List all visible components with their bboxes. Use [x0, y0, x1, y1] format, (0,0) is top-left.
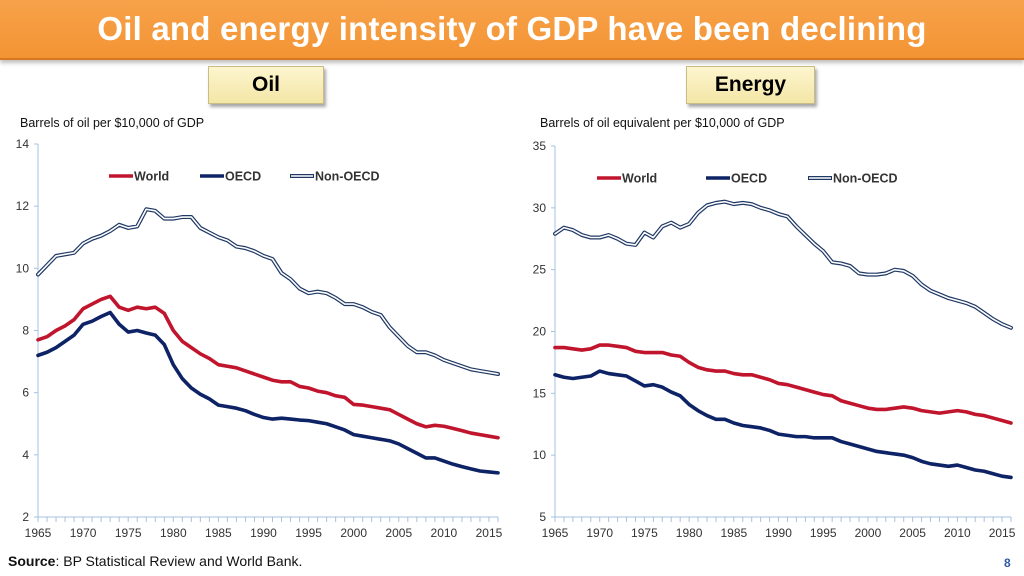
oil-x-tick-label: 2005: [385, 526, 412, 540]
energy-x-tick-label: 2000: [855, 526, 882, 540]
energy-x-tick-label: 1985: [720, 526, 747, 540]
oil-intensity-chart: 2 4 6 8 10 12 14 1965 1970 1975 1980 1985 1990 1995 20…: [16, 137, 503, 540]
oil-x-tick-label: 1990: [250, 526, 277, 540]
energy-series-non-oecd-inner: [554, 200, 1012, 329]
oil-legend-label-oecd: OECD: [225, 170, 261, 184]
energy-x-tick-label: 1980: [676, 526, 703, 540]
energy-y-tick-label: 20: [533, 325, 547, 339]
oil-x-tick-label: 1985: [205, 526, 232, 540]
energy-x-tick-label: 2005: [899, 526, 926, 540]
source-note: Source: BP Statistical Review and World …: [8, 553, 302, 569]
oil-x-tick-label: 1975: [115, 526, 142, 540]
oil-x-tick-label: 2010: [431, 526, 458, 540]
source-label: Source: [8, 553, 56, 569]
source-text: : BP Statistical Review and World Bank.: [55, 553, 303, 569]
oil-series-world-line: [36, 294, 500, 440]
oil-tag: Oil: [208, 66, 324, 104]
oil-x-tick-label: 1970: [70, 526, 97, 540]
energy-legend-label-world: World: [622, 172, 657, 186]
oil-series-non-oecd-line: [36, 207, 500, 377]
energy-series-non-oecd-line: [553, 199, 1013, 330]
energy-y-tick-label: 25: [533, 263, 547, 277]
oil-y-tick-label: 10: [16, 261, 30, 275]
oil-x-tick-label: 1965: [25, 526, 52, 540]
slide-title: Oil and energy intensity of GDP have bee…: [97, 10, 927, 47]
oil-x-tick-label: 1995: [295, 526, 322, 540]
oil-x-tick-label: 1980: [160, 526, 187, 540]
energy-x-tick-label: 1970: [586, 526, 613, 540]
oil-x-tick-label: 2000: [340, 526, 367, 540]
energy-x-tick-label: 2015: [989, 526, 1016, 540]
oil-tag-label: Oil: [251, 73, 280, 96]
energy-tag-label: Energy: [714, 73, 787, 96]
energy-x-tick-label: 1995: [810, 526, 837, 540]
oil-legend-label-non-oecd: Non-OECD: [315, 170, 380, 184]
energy-legend-label-oecd: OECD: [731, 172, 767, 186]
oil-chart-ylabel: Barrels of oil per $10,000 of GDP: [20, 116, 205, 130]
energy-chart-ylabel: Barrels of oil equivalent per $10,000 of…: [540, 116, 785, 130]
oil-y-tick-label: 12: [16, 199, 30, 213]
page-number: 8: [1004, 556, 1011, 570]
energy-intensity-chart: 5 10 15 20 25 30 35 1965 1970 1975 1980 1985 1990 199…: [533, 139, 1016, 540]
oil-y-tick-label: 6: [22, 386, 29, 400]
oil-y-tick-label: 14: [16, 137, 30, 151]
oil-legend-label-world: World: [134, 170, 169, 184]
energy-y-tick-label: 35: [533, 139, 547, 153]
energy-x-tick-label: 1965: [542, 526, 569, 540]
energy-series-oecd-line: [553, 369, 1013, 480]
oil-y-tick-label: 2: [22, 510, 29, 524]
oil-x-tick-label: 2015: [476, 526, 503, 540]
oil-series-non-oecd-inner: [37, 208, 499, 375]
energy-series-world-line: [553, 343, 1013, 425]
energy-y-tick-label: 15: [533, 386, 547, 400]
energy-y-tick-label: 10: [533, 448, 547, 462]
energy-tag: Energy: [686, 66, 815, 104]
oil-y-tick-label: 8: [22, 324, 29, 338]
energy-x-tick-label: 2010: [944, 526, 971, 540]
oil-series-oecd-line: [36, 310, 500, 475]
oil-y-tick-label: 4: [22, 448, 29, 462]
energy-y-tick-label: 5: [539, 510, 546, 524]
energy-x-tick-label: 1975: [631, 526, 658, 540]
energy-x-tick-label: 1990: [765, 526, 792, 540]
energy-legend-label-non-oecd: Non-OECD: [833, 172, 898, 186]
slide-title-banner: Oil and energy intensity of GDP have bee…: [0, 0, 1024, 60]
energy-y-tick-label: 30: [533, 201, 547, 215]
